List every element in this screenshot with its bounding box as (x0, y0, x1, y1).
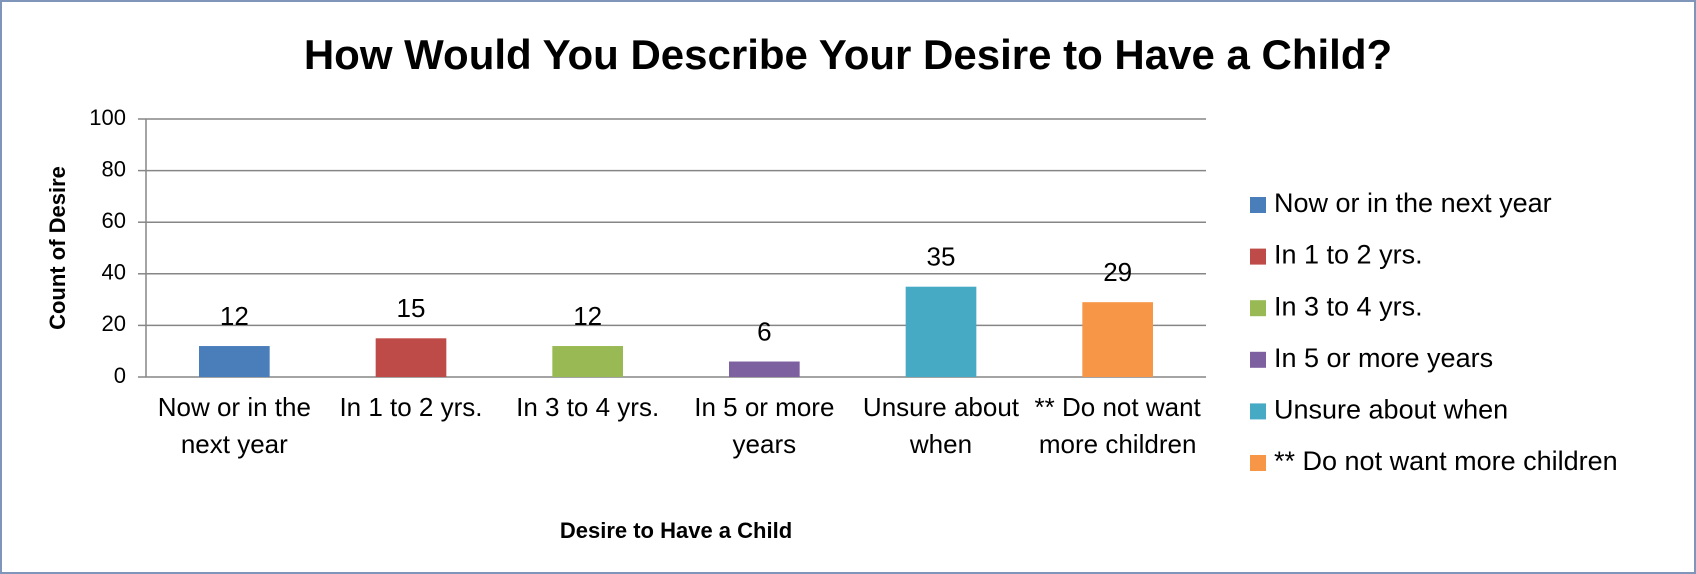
x-tick-label-box: Unsure about when (862, 392, 1020, 459)
x-tick-label: In 5 or more years (694, 392, 835, 459)
x-tick-label: Unsure about when (862, 392, 1020, 459)
legend-swatch (1250, 455, 1266, 471)
data-label: 29 (1103, 257, 1132, 287)
legend-label: Unsure about when (1274, 395, 1508, 425)
data-label: 6 (757, 316, 771, 346)
data-label: 12 (220, 301, 249, 331)
bar (905, 286, 977, 377)
bar (729, 361, 800, 377)
bar (552, 346, 623, 377)
x-tick-label: Now or in the next year (157, 392, 311, 459)
legend-label: In 5 or more years (1274, 343, 1493, 373)
legend-label: In 1 to 2 yrs. (1274, 240, 1423, 270)
legend-label: In 3 to 4 yrs. (1274, 291, 1423, 321)
legend-label: Now or in the next year (1274, 188, 1552, 218)
data-label: 15 (397, 293, 426, 323)
x-tick-label-box: In 3 to 4 yrs. (516, 392, 660, 422)
x-tick-label-box: In 5 or more years (694, 392, 835, 459)
data-label: 12 (573, 301, 602, 331)
bar (199, 346, 270, 377)
y-axis-label: Count of Desire (45, 166, 70, 330)
x-axis-label: Desire to Have a Child (560, 518, 792, 543)
x-tick-label: In 3 to 4 yrs. (516, 392, 660, 422)
legend-swatch (1250, 403, 1266, 420)
y-tick-label: 60 (102, 208, 126, 233)
y-tick-label: 100 (89, 105, 126, 130)
legend-swatch (1250, 300, 1266, 317)
x-tick-label: ** Do not want more children (1034, 392, 1201, 459)
x-tick-label-box: ** Do not want more children (1034, 392, 1201, 459)
legend-swatch (1250, 197, 1266, 213)
x-tick-label: In 1 to 2 yrs. (339, 392, 483, 422)
x-tick-label-box: Now or in the next year (157, 392, 311, 459)
legend-label: ** Do not want more children (1274, 446, 1618, 476)
data-label: 35 (927, 242, 956, 272)
y-tick-label: 80 (102, 156, 126, 181)
x-tick-label-box: In 1 to 2 yrs. (339, 392, 483, 422)
bar (1082, 302, 1153, 377)
y-tick-label: 0 (114, 363, 126, 388)
chart-title: How Would You Describe Your Desire to Ha… (304, 31, 1392, 78)
y-tick-label: 20 (102, 311, 126, 336)
y-tick-label: 40 (102, 260, 126, 285)
bar (375, 338, 447, 377)
legend-swatch (1250, 351, 1266, 368)
legend-swatch (1250, 248, 1266, 265)
